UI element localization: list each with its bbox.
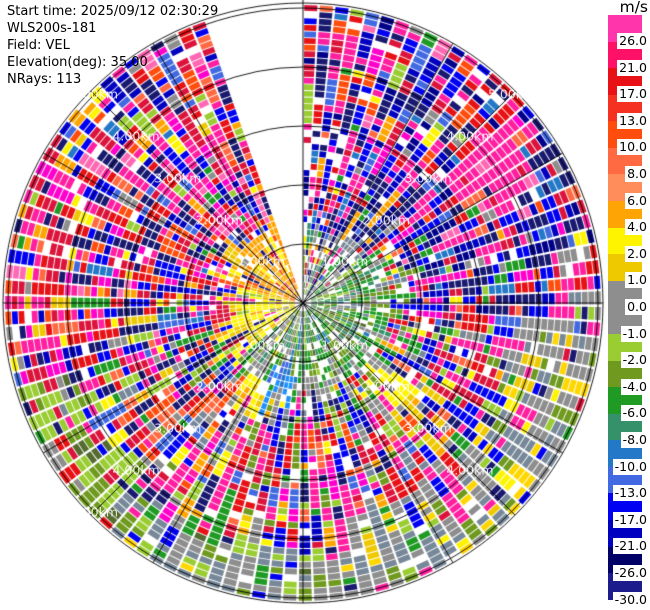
info-start-time: Start time: 2025/09/12 02:30:29 xyxy=(7,4,219,19)
colorbar-title: m/s xyxy=(619,0,648,16)
colorbar-tick-label: -26.0 xyxy=(612,564,649,581)
colorbar-tick-label: 10.0 xyxy=(617,139,649,156)
info-nrays: NRays: 113 xyxy=(7,72,82,87)
colorbar-tick-label: 21.0 xyxy=(617,59,649,76)
colorbar-tick-label: -4.0 xyxy=(620,378,649,395)
colorbar-tick-label: 1.0 xyxy=(625,272,649,289)
colorbar-tick-label: 26.0 xyxy=(617,33,649,50)
colorbar-tick-label: -1.0 xyxy=(620,325,649,342)
colorbar-tick-label: 2.0 xyxy=(625,245,649,262)
colorbar-tick-label: -2.0 xyxy=(620,352,649,369)
colorbar-tick-label: 4.0 xyxy=(625,219,649,236)
colorbar-tick-label: 8.0 xyxy=(625,166,649,183)
colorbar-tick-label: -8.0 xyxy=(620,431,649,448)
colorbar-tick-label: -6.0 xyxy=(620,405,649,422)
scan-info-panel: Start time: 2025/09/12 02:30:29 WLS200s-… xyxy=(7,3,218,88)
colorbar-tick-label: -30.0 xyxy=(612,591,649,608)
colorbar-tick-label: 0.0 xyxy=(625,299,649,315)
colorbar-tick-label: -13.0 xyxy=(612,485,649,502)
colorbar-tick-label: -17.0 xyxy=(612,511,649,528)
info-field: Field: VEL xyxy=(7,38,70,53)
colorbar-tick-label: 17.0 xyxy=(617,86,649,103)
colorbar-tick-label: -10.0 xyxy=(612,458,649,475)
colorbar-tick-label: 6.0 xyxy=(625,192,649,209)
info-instrument: WLS200s-181 xyxy=(7,21,97,36)
colorbar-tick-label: 13.0 xyxy=(617,112,649,129)
colorbar-tick-label: -21.0 xyxy=(612,538,649,555)
info-elevation: Elevation(deg): 35.00 xyxy=(7,55,148,70)
